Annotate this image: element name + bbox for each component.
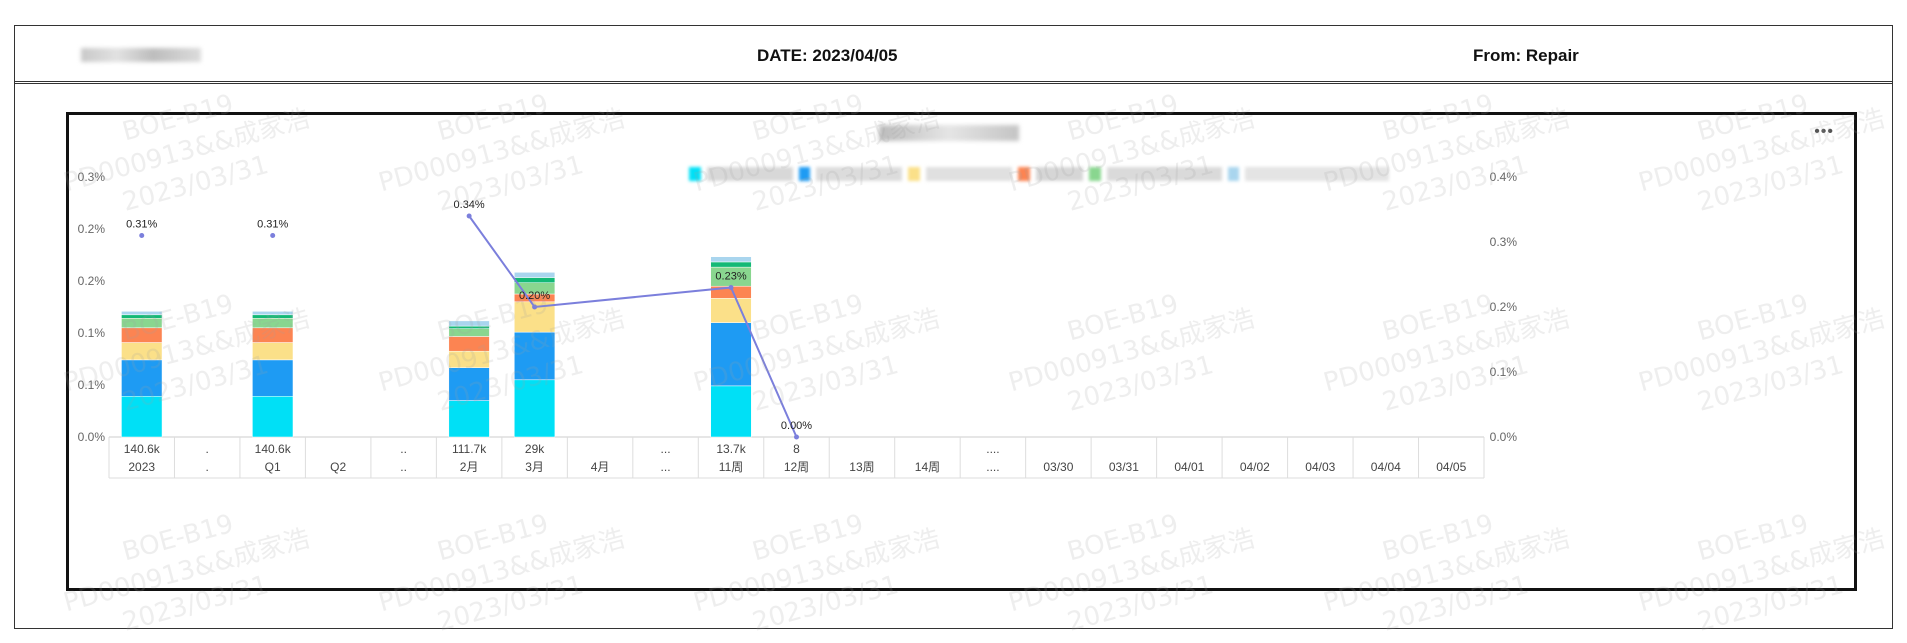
category-label: .... xyxy=(986,460,999,474)
count-label: 29k xyxy=(525,442,545,456)
rate-point xyxy=(532,304,538,310)
category-label: 04/02 xyxy=(1240,460,1270,474)
rate-label: 0.31% xyxy=(126,219,157,231)
bar-segment xyxy=(448,400,490,438)
category-label: 3月 xyxy=(525,460,544,474)
category-label: 2月 xyxy=(460,460,479,474)
category-label: 04/04 xyxy=(1371,460,1401,474)
rate-point xyxy=(728,285,734,290)
bar-segment xyxy=(514,277,556,283)
chart-legend[interactable] xyxy=(689,167,1390,181)
bar-segment xyxy=(121,396,163,438)
right-axis-tick: 0.4% xyxy=(1490,170,1518,184)
rate-line xyxy=(468,215,798,438)
left-axis-tick: 0.1% xyxy=(78,378,106,392)
report-source: From: Repair xyxy=(1473,46,1579,65)
redacted-chart-title xyxy=(879,125,1019,141)
left-axis-tick: 0.1% xyxy=(78,326,106,340)
left-axis-tick: 0.3% xyxy=(78,170,106,184)
category-label: 12周 xyxy=(784,460,809,474)
count-label: 140.6k xyxy=(255,442,292,456)
bar-segment xyxy=(448,325,490,329)
category-label: ... xyxy=(661,460,671,474)
count-label: 8 xyxy=(793,442,800,456)
report-header: DATE: 2023/04/05 From: Repair xyxy=(15,26,1892,84)
bar-segment xyxy=(710,322,752,387)
chart-plot: 0.0% 0.1% 0.1% 0.2% 0.2% 0.3% 0.0% 0.1% 0.2% 0.3%… xyxy=(78,170,1518,479)
chart-panel: ••• 0.0% 0.1% 0.1% 0.2% 0.2% 0.3% 0.0% 0.1% 0.2%… xyxy=(66,112,1857,591)
rate-point xyxy=(139,233,145,238)
count-label: 13.7k xyxy=(716,442,746,456)
count-label: . xyxy=(206,442,209,456)
count-label: 140.6k xyxy=(124,442,161,456)
category-label: 03/31 xyxy=(1109,460,1139,474)
bar-segment xyxy=(121,342,163,361)
count-label: 111.7k xyxy=(452,442,487,456)
bar-segment xyxy=(514,379,556,438)
category-label: Q1 xyxy=(265,460,281,474)
more-options-icon[interactable]: ••• xyxy=(1814,123,1834,140)
rate-point xyxy=(270,233,276,238)
bar-segment xyxy=(121,314,163,319)
count-label: ... xyxy=(661,442,671,456)
rate-label: 0.23% xyxy=(715,271,746,283)
bar-segment xyxy=(710,256,752,263)
rate-point xyxy=(466,213,472,219)
rate-label: 0.34% xyxy=(454,199,485,211)
left-axis-tick: 0.0% xyxy=(78,430,106,444)
bar-segment xyxy=(121,359,163,397)
category-label: 04/03 xyxy=(1305,460,1335,474)
left-axis-tick: 0.2% xyxy=(78,274,106,288)
bar-segment xyxy=(710,385,752,438)
bar-segment xyxy=(448,320,490,327)
bar-segment xyxy=(252,396,294,438)
category-label: 04/01 xyxy=(1174,460,1204,474)
category-label: .. xyxy=(400,460,407,474)
right-axis-tick: 0.2% xyxy=(1490,300,1518,314)
report-frame: DATE: 2023/04/05 From: Repair xyxy=(14,25,1893,629)
bar-segment xyxy=(121,327,163,343)
bar-segment xyxy=(710,261,752,268)
rate-label: 0.20% xyxy=(519,290,550,302)
bar-segment xyxy=(448,336,490,352)
report-date: DATE: 2023/04/05 xyxy=(757,46,898,65)
bar-segment xyxy=(448,350,490,368)
bar-segment xyxy=(514,331,556,381)
left-axis-tick: 0.2% xyxy=(78,222,106,236)
right-axis-tick: 0.0% xyxy=(1490,430,1518,444)
bar-segment xyxy=(448,367,490,401)
category-label: 03/30 xyxy=(1043,460,1073,474)
count-label: .. xyxy=(400,442,407,456)
category-label: 2023 xyxy=(128,460,155,474)
rate-label: 0.31% xyxy=(257,219,288,231)
category-label: 11周 xyxy=(719,460,743,474)
bar-segment xyxy=(121,318,163,329)
category-label: 13周 xyxy=(849,460,874,474)
category-label: 4月 xyxy=(591,460,610,474)
category-label: Q2 xyxy=(330,460,346,474)
rate-point xyxy=(794,434,799,440)
category-label: . xyxy=(206,460,209,474)
bar-segment xyxy=(252,327,294,343)
category-label: 14周 xyxy=(915,460,940,474)
bar-segment xyxy=(514,272,556,278)
right-axis-tick: 0.3% xyxy=(1490,235,1518,249)
bar-segment xyxy=(448,328,490,337)
redacted-title xyxy=(81,48,201,62)
rate-label: 0.00% xyxy=(781,420,812,432)
bar-segment xyxy=(252,314,294,319)
bar-segment xyxy=(252,311,294,316)
bar-segment xyxy=(252,342,294,361)
right-axis-tick: 0.1% xyxy=(1490,365,1518,379)
bar-segment xyxy=(252,318,294,329)
count-label: .... xyxy=(986,442,999,456)
category-label: 04/05 xyxy=(1436,460,1466,474)
bar-segment xyxy=(252,359,294,397)
bar-segment xyxy=(121,311,163,316)
